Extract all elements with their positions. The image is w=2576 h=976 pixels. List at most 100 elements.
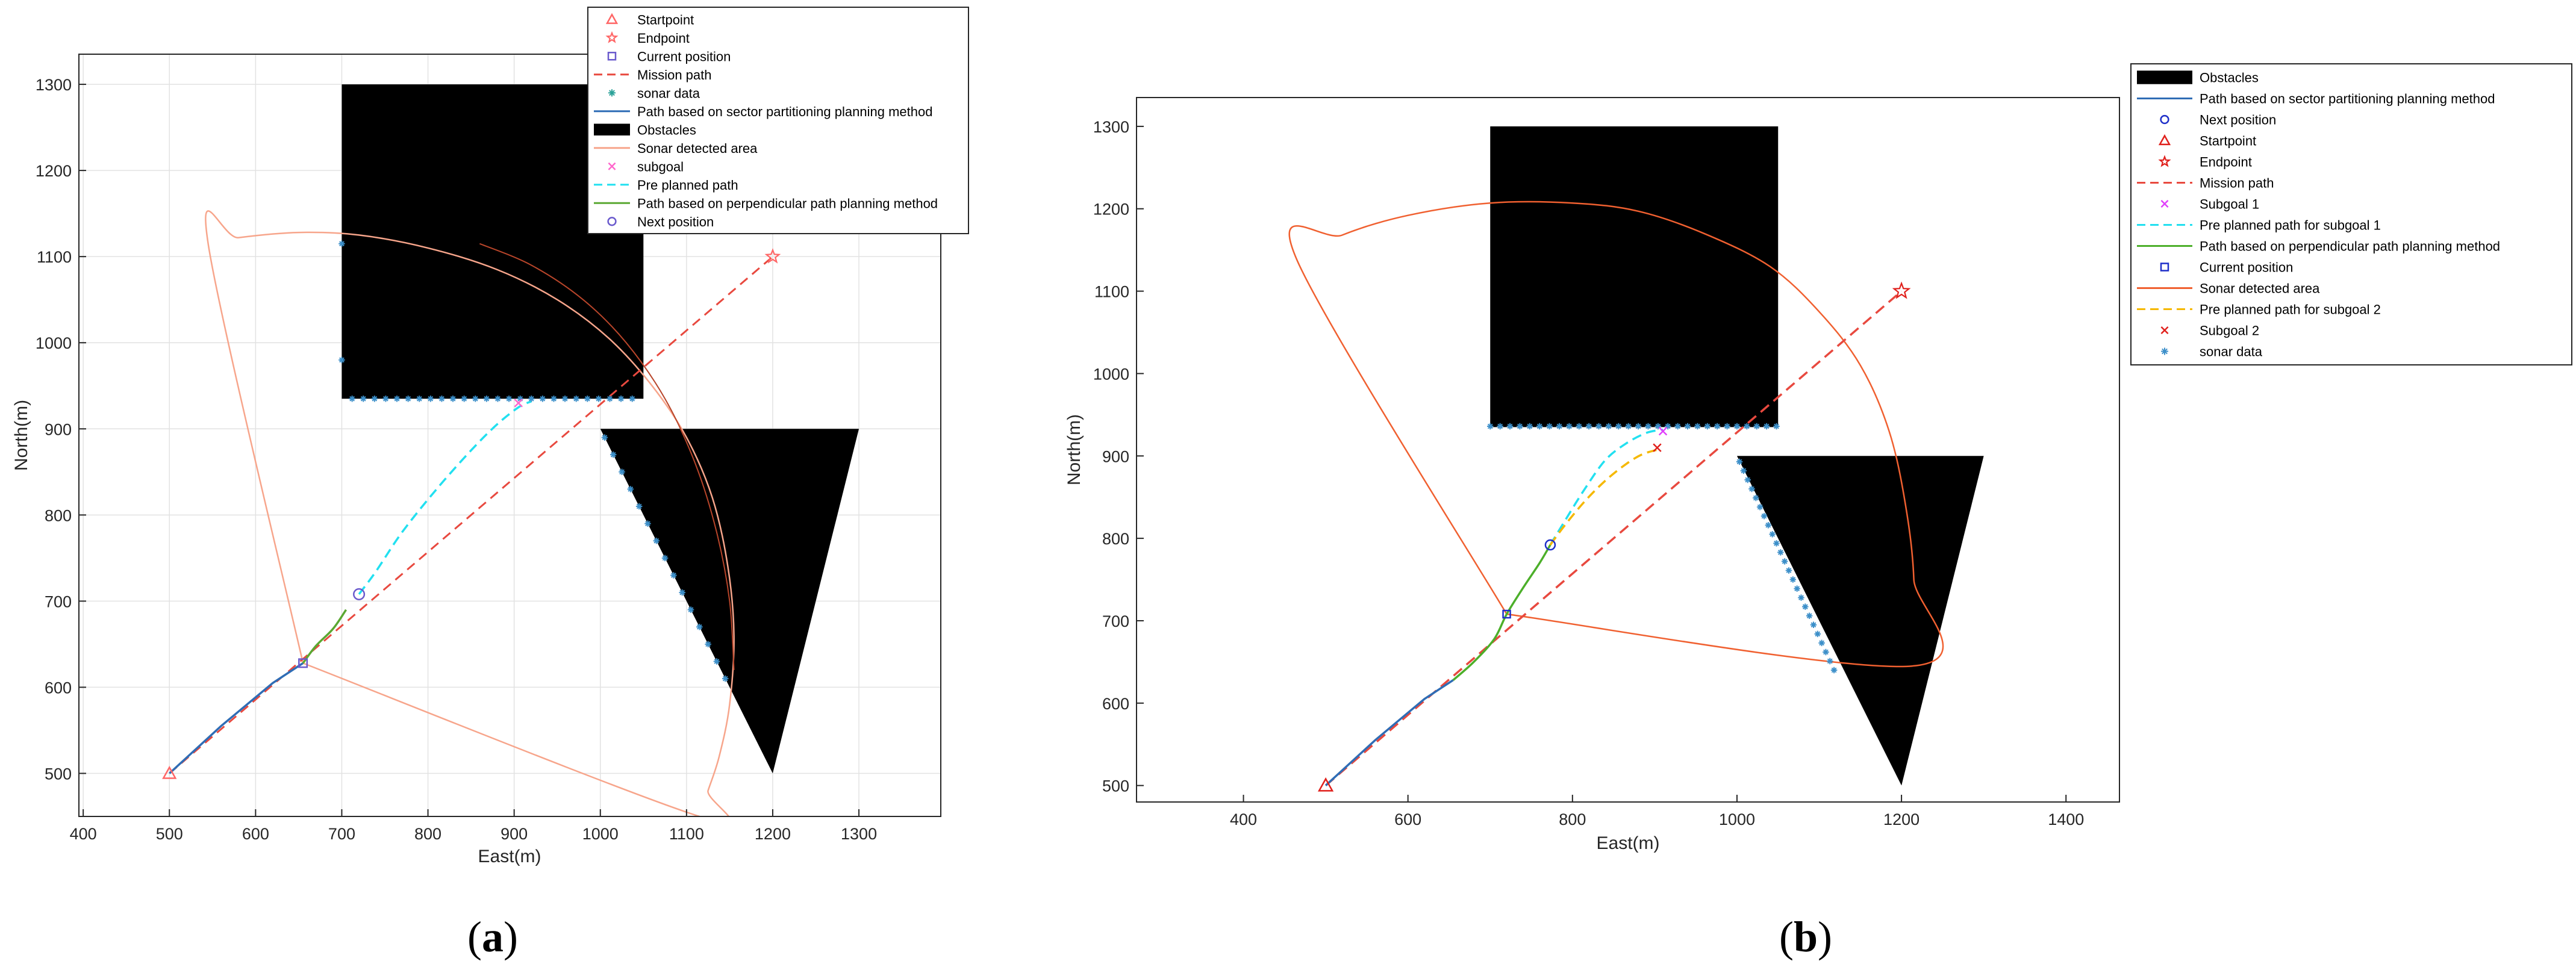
panel-b-sonar-point — [1595, 423, 1602, 430]
panel-a-sonar-point — [427, 395, 434, 402]
panel-a-ylabel: North(m) — [11, 400, 31, 471]
panel-b-sonar-point — [1684, 423, 1691, 430]
panel-b-sonar-point — [1556, 423, 1563, 430]
panel-b-legend-label: Path based on sector partitioning planni… — [2200, 92, 2495, 107]
panel-a-sonar-point — [539, 395, 546, 402]
panel-b-ylabel: North(m) — [1064, 414, 1084, 485]
panel-a-sonar-point — [338, 240, 345, 247]
panel-a-ytick-label: 1200 — [36, 162, 72, 180]
panel-a-ytick-label: 800 — [45, 506, 72, 524]
panel-a-xtick-label: 500 — [156, 825, 183, 843]
panel-a-markers — [162, 240, 781, 779]
panel-b-next-position — [1544, 539, 1556, 551]
panel-a-sonar-point — [573, 395, 579, 402]
panel-b-plot-area — [1288, 126, 1984, 792]
panel-b-caption: (b) — [1779, 913, 1832, 961]
panel-a-legend-symbol — [605, 31, 619, 43]
panel-a-legend-symbol — [608, 89, 616, 97]
panel-a-sonar-point — [517, 395, 523, 402]
panel-b-sonar-point — [1576, 423, 1582, 430]
panel-a-legend-label: Pre planned path — [637, 178, 738, 193]
panel-a-xtick-label: 900 — [501, 825, 528, 843]
panel-a-legend-label: Current position — [637, 49, 731, 64]
panel-b-caption-close: ) — [1818, 913, 1832, 961]
panel-a-legend-label: Sonar detected area — [637, 141, 758, 156]
panel-a-xtick-label: 1300 — [841, 825, 877, 843]
panel-a-xtick-label: 1000 — [582, 825, 619, 843]
panel-b-legend-symbol — [2160, 263, 2169, 272]
panel-b-xtick-label: 600 — [1394, 810, 1421, 828]
panel-b-sonar-point — [1704, 423, 1711, 430]
panel-a-legend-symbol — [594, 123, 630, 136]
panel-b-ytick-label: 500 — [1102, 777, 1129, 795]
panel-b-sonar-point — [1773, 540, 1780, 547]
panel-b-pre-planned-path-1 — [1549, 428, 1664, 546]
panel-b-sonar-point — [1765, 521, 1772, 529]
panel-a-sonar-point — [653, 537, 660, 544]
panel-b-sonar-point — [1823, 648, 1829, 656]
panel-b-sonar-point — [1645, 423, 1651, 430]
panel-a-legend-label: Startpoint — [637, 12, 694, 27]
panel-a-sonar-point — [617, 395, 625, 402]
panel-a-caption-open: ( — [467, 913, 482, 961]
panel-a-obstacle-rectangle — [341, 84, 644, 399]
panel-b-sonar-point — [1526, 423, 1533, 430]
panel-a-sector-path — [169, 662, 304, 774]
panel-b-sonar-point — [1615, 423, 1622, 430]
panel-b-legend-label: Pre planned path for subgoal 2 — [2200, 302, 2381, 317]
panel-a-ytick-label: 600 — [45, 679, 72, 697]
panel-a-legend-label: subgoal — [637, 159, 684, 174]
panel-b-perpendicular-path — [1452, 544, 1552, 681]
panel-b-sonar-point — [1781, 558, 1788, 565]
panel-a-sonar-point — [601, 434, 608, 441]
panel-a-ytick-label: 500 — [45, 765, 72, 783]
panel-b-ytick-label: 1000 — [1093, 365, 1129, 383]
panel-a-sonar-point — [393, 395, 401, 402]
panel-b-sector-path — [1324, 679, 1454, 786]
panel-b-legend-symbol — [2160, 200, 2169, 208]
panel-a-sonar-point — [382, 395, 389, 402]
panel-b-ytick-label: 600 — [1102, 695, 1129, 713]
panel-a-axes-box — [78, 54, 941, 817]
panel-b-legend-label: Path based on perpendicular path plannin… — [2200, 239, 2500, 254]
panel-a-sonar-point — [405, 395, 411, 402]
panel-a-sonar-point — [627, 486, 634, 493]
panel-b-obstacle-triangle — [1736, 456, 1984, 786]
panel-b-xtick-label: 800 — [1559, 810, 1586, 828]
panel-b-ytick-label: 700 — [1102, 612, 1129, 630]
panel-b-legend-label: Startpoint — [2200, 134, 2256, 149]
panel-b-sonar-point — [1830, 667, 1838, 674]
panel-b-sonar-point — [1785, 567, 1792, 574]
panel-b-sonar-point — [1756, 503, 1764, 511]
panel-b-legend-label: sonar data — [2200, 344, 2263, 359]
panel-a-xtick-label: 400 — [70, 825, 97, 843]
panel-a-ytick-label: 1300 — [36, 76, 72, 94]
panel-a-legend-symbol — [607, 217, 617, 226]
panel-b-sonar-point — [1763, 423, 1770, 430]
panel-b-axes-box — [1136, 97, 2120, 803]
panel-a-sonar-point — [472, 395, 479, 402]
panel-b-sonar-point — [1635, 423, 1642, 430]
panel-b-sonar-point — [1818, 639, 1825, 647]
panel-b-sonar-point — [1736, 458, 1743, 465]
panel-a-sonar-point — [360, 395, 367, 402]
panel-b-sonar-point — [1773, 423, 1780, 430]
panel-b-xtick-label: 1000 — [1719, 810, 1755, 828]
panel-b-mission-path — [1324, 290, 1903, 786]
panel-b-sonar-point — [1605, 423, 1612, 430]
panel-a-sonar-point — [494, 395, 501, 402]
panel-b-ytick-label: 1300 — [1093, 118, 1129, 136]
panel-b-sonar-point — [1497, 423, 1503, 430]
panel-b-sonar-point — [1664, 423, 1671, 430]
panel-b-sonar-point — [1827, 657, 1833, 665]
panel-a-caption-close: ) — [504, 913, 518, 961]
panel-b-sonar-point — [1794, 585, 1800, 592]
panel-a-xtick-label: 600 — [242, 825, 269, 843]
panel-b-legend: Obstacles Path based on sector partitioni… — [2130, 63, 2572, 365]
panel-b-sonar-point — [1744, 423, 1750, 430]
panel-b-legend-symbol — [2158, 155, 2171, 167]
panel-a-plot-area — [162, 84, 859, 816]
panel-a-legend-label: Endpoint — [637, 31, 690, 46]
panel-b-caption-letter: b — [1794, 913, 1818, 961]
panel-a-sonar-point — [661, 555, 669, 562]
